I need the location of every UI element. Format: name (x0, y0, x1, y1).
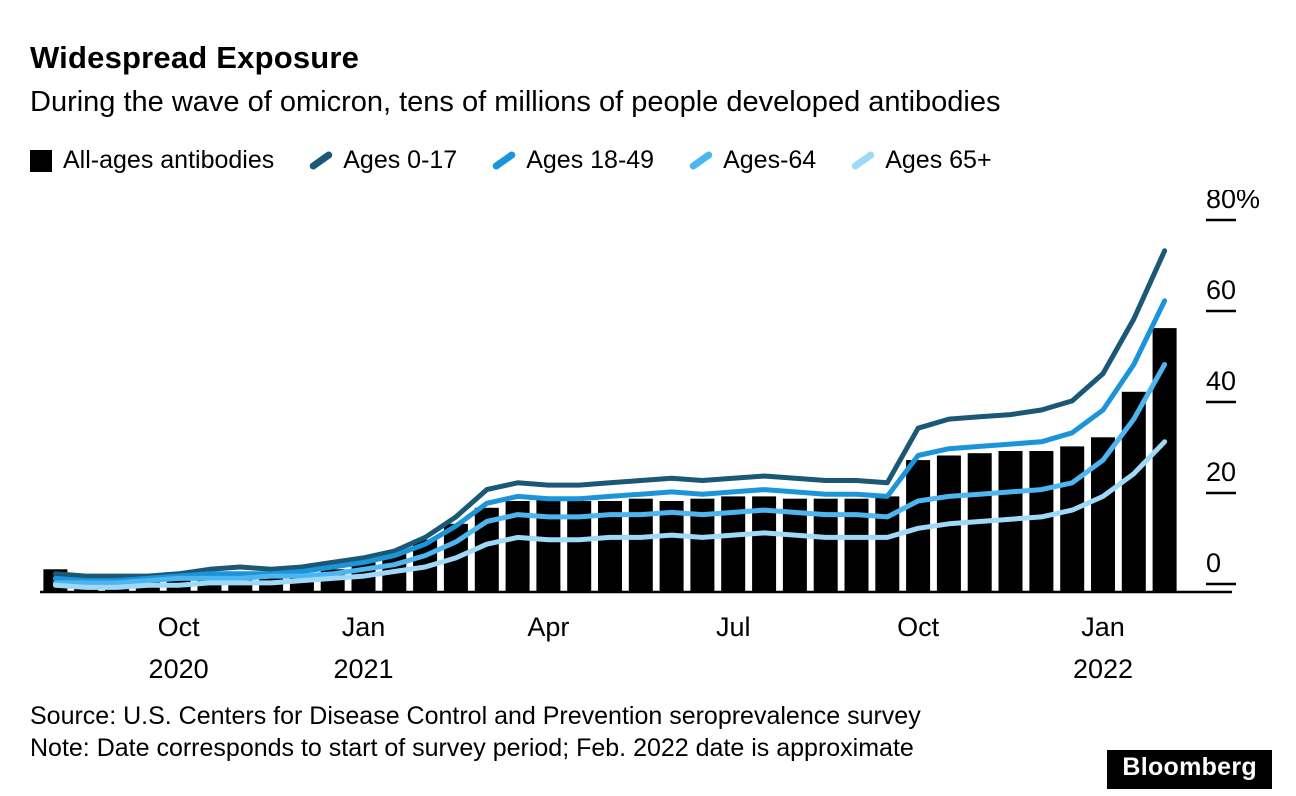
legend-label: All-ages antibodies (63, 146, 275, 174)
bar-all-ages (505, 501, 530, 592)
legend-square-swatch (30, 149, 52, 172)
y-tick-label: 40 (1206, 366, 1236, 396)
y-tick-label: 60 (1206, 275, 1236, 305)
x-tick-label: Oct (158, 612, 201, 642)
legend-label: Ages 0-17 (343, 146, 458, 174)
bar-all-ages (659, 501, 684, 592)
y-tick-label: 80% (1206, 190, 1260, 214)
source-text: Source: U.S. Centers for Disease Control… (30, 702, 921, 730)
x-tick-label: Apr (527, 612, 569, 642)
bar-all-ages (1060, 446, 1085, 592)
x-tick-label: Jan (342, 612, 386, 642)
x-tick-label: 2021 (333, 654, 393, 684)
x-tick-label: Oct (897, 612, 940, 642)
note-text: Note: Date corresponds to start of surve… (30, 734, 914, 762)
x-tick-label: Jul (716, 612, 751, 642)
x-tick-label: 2020 (149, 654, 209, 684)
y-tick-label: 0 (1206, 548, 1221, 578)
legend-label: Ages 65+ (885, 146, 992, 174)
legend-line-swatch (308, 150, 334, 171)
chart-subtitle: During the wave of omicron, tens of mill… (30, 86, 1001, 118)
legend-item: Ages-64 (688, 146, 816, 175)
legend-item: Ages 0-17 (308, 146, 457, 175)
bloomberg-logo: Bloomberg (1107, 750, 1272, 789)
legend-line-swatch (688, 150, 714, 171)
chart-title: Widespread Exposure (30, 40, 360, 75)
bar-all-ages (1029, 451, 1054, 592)
legend-item: All-ages antibodies (30, 146, 274, 175)
line-ages-0-17 (52, 248, 1168, 579)
legend-label: Ages-64 (723, 146, 817, 174)
line-ages-18-49 (52, 298, 1168, 584)
y-tick-label: 20 (1206, 457, 1236, 487)
legend-item: Ages 65+ (850, 146, 992, 175)
x-tick-label: 2022 (1073, 654, 1133, 684)
x-tick-label: Jan (1081, 612, 1125, 642)
bars-all-ages (43, 328, 1177, 593)
line-ages-64 (52, 362, 1168, 586)
bar-all-ages (1121, 391, 1146, 592)
bar-all-ages (1152, 328, 1177, 592)
legend: All-ages antibodies Ages 0-17 Ages 18-49 Ag… (30, 146, 1026, 175)
legend-item: Ages 18-49 (491, 146, 654, 175)
legend-line-swatch (491, 150, 517, 171)
legend-label: Ages 18-49 (526, 146, 655, 174)
bar-all-ages (536, 498, 561, 592)
legend-line-swatch (850, 150, 876, 171)
line-ages-65- (52, 439, 1168, 590)
chart-plot: 0 20 40 60 80% Oct 2020 Jan 2021 Apr Jul Oct Jan 2022 (40, 190, 1260, 684)
